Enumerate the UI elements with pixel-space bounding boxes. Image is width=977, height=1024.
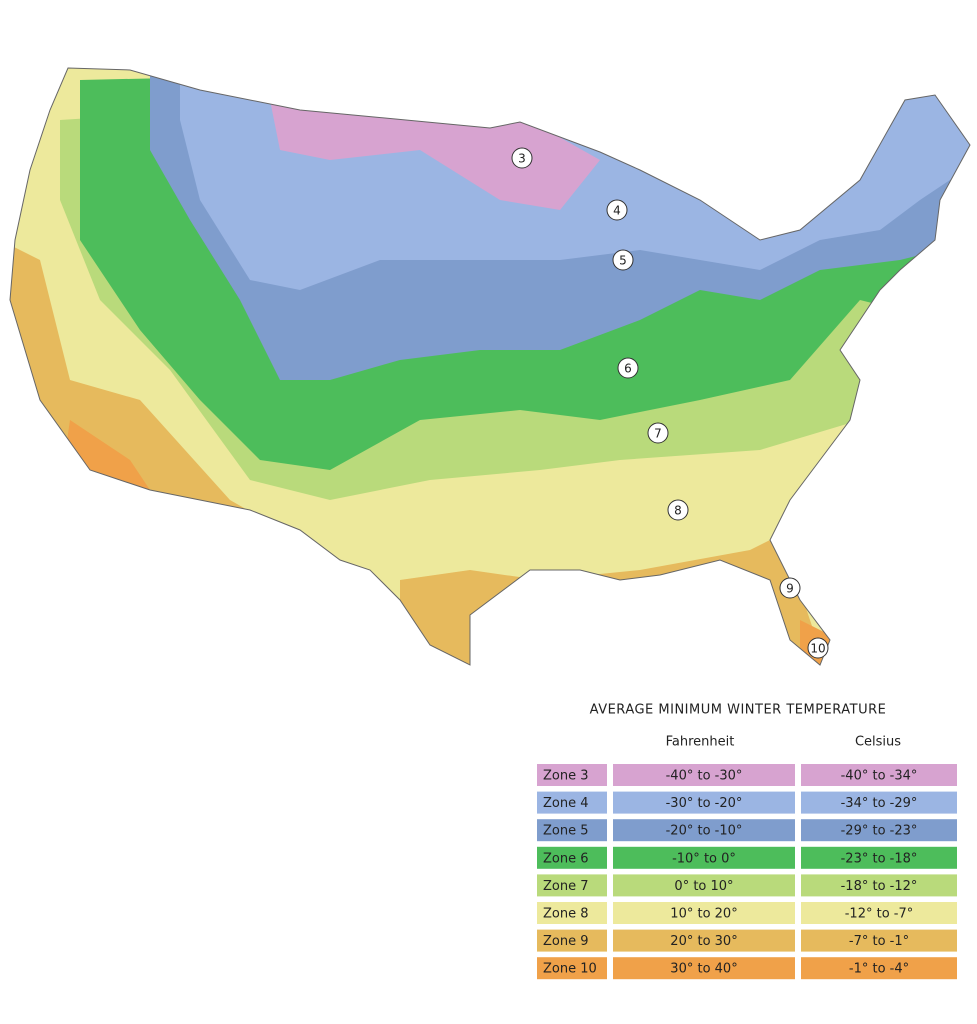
legend-fahrenheit: 0° to 10° [674, 879, 733, 894]
legend-cell [537, 957, 607, 980]
legend-cell [537, 846, 607, 869]
us-outline [9, 67, 971, 666]
zone-map [10, 68, 970, 665]
legend-title: AVERAGE MINIMUM WINTER TEMPERATURE [590, 703, 887, 718]
legend-celsius: -1° to -4° [849, 962, 909, 977]
zone-label: 7 [654, 427, 662, 441]
legend-fahrenheit: 20° to 30° [670, 934, 737, 949]
zone-marker [511, 147, 533, 169]
legend-celsius: -29° to -23° [841, 824, 918, 839]
column-header: Celsius [855, 735, 901, 750]
legend-fahrenheit: -30° to -20° [666, 796, 743, 811]
legend-zone: Zone 3 [543, 769, 589, 784]
legend-cell [613, 791, 795, 814]
zone-marker [617, 357, 639, 379]
legend-cell [613, 764, 795, 786]
legend-cell [537, 791, 607, 814]
legend-celsius: -18° to -12° [841, 879, 918, 894]
legend-zone: Zone 8 [543, 907, 589, 922]
zone-label: 10 [810, 642, 825, 656]
legend-cell [801, 791, 957, 814]
zone-labels: 3 4 5 6 7 8 9 10 [511, 147, 829, 659]
legend-cell [537, 819, 607, 842]
legend-celsius: -7° to -1° [849, 934, 909, 949]
zone-marker [779, 577, 801, 599]
zone-marker [612, 249, 634, 271]
zone-label: 6 [624, 362, 632, 376]
legend-cell [801, 929, 957, 952]
legend-fahrenheit: 10° to 20° [670, 907, 737, 922]
legend-celsius: -34° to -29° [841, 796, 918, 811]
legend-cell [537, 902, 607, 924]
legend-cell [801, 957, 957, 980]
legend-fahrenheit: -20° to -10° [666, 824, 743, 839]
zone-marker [647, 422, 669, 444]
zone-marker [667, 499, 689, 521]
zone-label: 3 [518, 152, 526, 166]
legend-cell [613, 902, 795, 924]
legend-fahrenheit: 30° to 40° [670, 962, 737, 977]
legend-cell [613, 819, 795, 842]
legend-cell [613, 846, 795, 869]
legend-fahrenheit: -40° to -30° [666, 769, 743, 784]
legend-zone: Zone 9 [543, 934, 589, 949]
zone-label: 4 [613, 204, 621, 218]
legend-cell [801, 874, 957, 897]
legend-cell [801, 846, 957, 869]
legend-cell [613, 929, 795, 952]
legend-zone: Zone 7 [543, 879, 589, 894]
legend-fahrenheit: -10° to 0° [672, 851, 736, 866]
zone-label: 8 [674, 504, 682, 518]
legend-zone: Zone 10 [543, 962, 597, 977]
legend-zone: Zone 6 [543, 851, 589, 866]
legend-cell [801, 902, 957, 924]
zone-label: 5 [619, 254, 627, 268]
legend: AVERAGE MINIMUM WINTER TEMPERATURE Fahren… [537, 703, 957, 980]
zone-marker [807, 637, 829, 659]
legend-celsius: -23° to -18° [841, 851, 918, 866]
zone-marker [606, 199, 628, 221]
zone-area [270, 100, 600, 210]
legend-celsius: -40° to -34° [841, 769, 918, 784]
legend-zone: Zone 5 [543, 824, 589, 839]
legend-celsius: -12° to -7° [845, 907, 914, 922]
column-header: Fahrenheit [666, 735, 735, 750]
zone-label: 9 [786, 582, 794, 596]
legend-zone: Zone 4 [543, 796, 589, 811]
legend-cell [801, 764, 957, 786]
legend-cell [537, 929, 607, 952]
legend-cell [801, 819, 957, 842]
legend-cell [537, 764, 607, 786]
legend-cell [613, 874, 795, 897]
legend-cell [613, 957, 795, 980]
legend-cell [537, 874, 607, 897]
